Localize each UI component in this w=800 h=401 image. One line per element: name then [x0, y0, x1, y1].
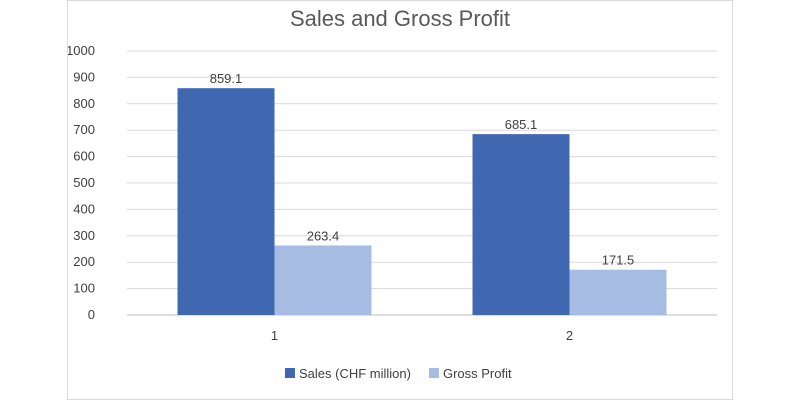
- data-label: 171.5: [602, 253, 635, 268]
- y-axis-ticks: 0 100 200 300 400 500 600 700 800 900 1000: [68, 43, 95, 322]
- chart-title: Sales and Gross Profit: [290, 6, 510, 31]
- y-tick-label: 900: [73, 69, 95, 84]
- legend-swatch: [285, 368, 295, 378]
- y-tick-label: 200: [73, 254, 95, 269]
- legend-label: Sales (CHF million): [299, 366, 411, 381]
- legend-label: Gross Profit: [443, 366, 512, 381]
- y-tick-label: 500: [73, 175, 95, 190]
- y-tick-label: 0: [88, 307, 95, 322]
- y-tick-label: 1000: [68, 43, 95, 58]
- data-labels: 859.1 263.4 685.1 171.5: [210, 71, 635, 268]
- y-tick-label: 700: [73, 122, 95, 137]
- legend-swatch: [428, 368, 439, 378]
- chart-area: Sales and Gross Profit 0 100 200 300 400 500 6…: [67, 0, 733, 400]
- bar-gross-profit-2: [569, 269, 667, 315]
- x-tick-label: 2: [566, 328, 573, 343]
- bar-sales-2: [472, 134, 570, 315]
- bar-sales-1: [177, 88, 275, 315]
- legend: Sales (CHF million) Gross Profit: [285, 366, 512, 381]
- y-tick-label: 100: [73, 281, 95, 296]
- y-tick-label: 300: [73, 228, 95, 243]
- data-label: 263.4: [307, 228, 340, 243]
- bars: [177, 88, 667, 315]
- x-tick-label: 1: [271, 328, 278, 343]
- data-label: 859.1: [210, 71, 243, 86]
- bar-chart: Sales and Gross Profit 0 100 200 300 400 500 6…: [68, 6, 717, 381]
- y-tick-label: 600: [73, 149, 95, 164]
- y-tick-label: 400: [73, 201, 95, 216]
- y-tick-label: 800: [73, 96, 95, 111]
- bar-gross-profit-1: [274, 245, 372, 315]
- data-label: 685.1: [505, 117, 538, 132]
